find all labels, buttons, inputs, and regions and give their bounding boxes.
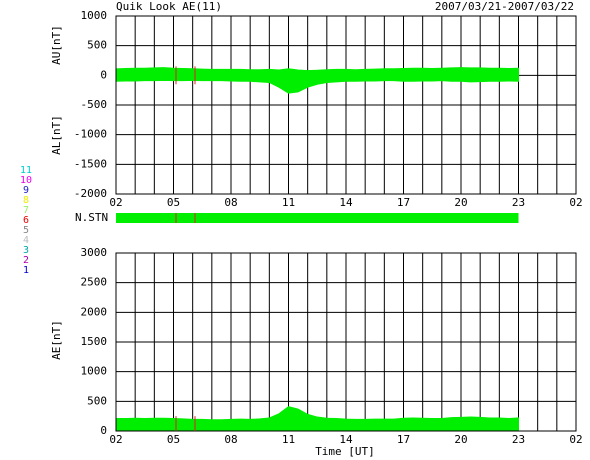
- x-tick-label: 02: [109, 196, 122, 209]
- y-tick-label: 0: [100, 68, 107, 81]
- x-tick-label: 20: [454, 196, 467, 209]
- x-tick-label: 14: [339, 433, 353, 446]
- y-tick-label: -500: [81, 98, 108, 111]
- station-legend-label: 3: [23, 245, 29, 256]
- station-legend-label: 5: [23, 225, 29, 236]
- x-tick-label: 20: [454, 433, 467, 446]
- y-tick-label: -1000: [74, 128, 107, 141]
- x-tick-label: 17: [397, 196, 410, 209]
- x-tick-label: 02: [109, 433, 122, 446]
- date-range: 2007/03/21-2007/03/22: [435, 0, 574, 13]
- y-tick-label: 1500: [81, 335, 108, 348]
- plot-frame: [115, 15, 577, 195]
- x-tick-label: 14: [339, 196, 353, 209]
- x-tick-label: 05: [167, 196, 180, 209]
- y-tick-label: 2000: [81, 305, 108, 318]
- area: [115, 406, 519, 432]
- station-legend-label: 8: [23, 195, 29, 206]
- y-tick-label: -2000: [74, 187, 107, 200]
- x-tick-label: 05: [167, 433, 180, 446]
- x-tick-label: 17: [397, 433, 410, 446]
- x-tick-label: 23: [512, 433, 525, 446]
- y-axis-label: AU[nT]: [50, 25, 63, 65]
- y-tick-label: 3000: [81, 246, 108, 259]
- station-legend-label: 2: [23, 255, 29, 266]
- y-tick-label: 500: [87, 39, 107, 52]
- y-tick-label: 0: [100, 424, 107, 437]
- y-tick-label: -1500: [74, 157, 107, 170]
- plot-frame: [115, 252, 577, 432]
- y-axis-label: AL[nT]: [50, 115, 63, 155]
- y-axis-label: AE[nT]: [50, 320, 63, 360]
- x-tick-label: 02: [569, 433, 582, 446]
- x-tick-label: 02: [569, 196, 582, 209]
- y-tick-label: 500: [87, 394, 107, 407]
- station-legend-label: 1: [23, 265, 29, 276]
- station-legend-label: 4: [23, 235, 29, 246]
- y-tick-label: 2500: [81, 276, 108, 289]
- station-legend-label: 9: [23, 185, 29, 196]
- station-legend-label: 7: [23, 205, 29, 216]
- station-legend-label: 10: [20, 175, 32, 186]
- station-legend-label: 11: [20, 165, 32, 176]
- x-tick-label: 11: [282, 433, 295, 446]
- x-tick-label: 23: [512, 196, 525, 209]
- y-tick-label: 1000: [81, 9, 108, 22]
- x-axis-label: Time [UT]: [315, 445, 375, 458]
- station-legend-label: 6: [23, 215, 29, 226]
- station-bar: [116, 213, 519, 223]
- area: [115, 67, 519, 76]
- x-tick-label: 08: [224, 196, 237, 209]
- y-tick-label: 1000: [81, 365, 108, 378]
- x-tick-label: 11: [282, 196, 295, 209]
- x-tick-label: 08: [224, 433, 237, 446]
- station-bar-label: N.STN: [75, 211, 108, 224]
- area: [115, 74, 519, 94]
- title: Quik Look AE(11): [116, 0, 222, 13]
